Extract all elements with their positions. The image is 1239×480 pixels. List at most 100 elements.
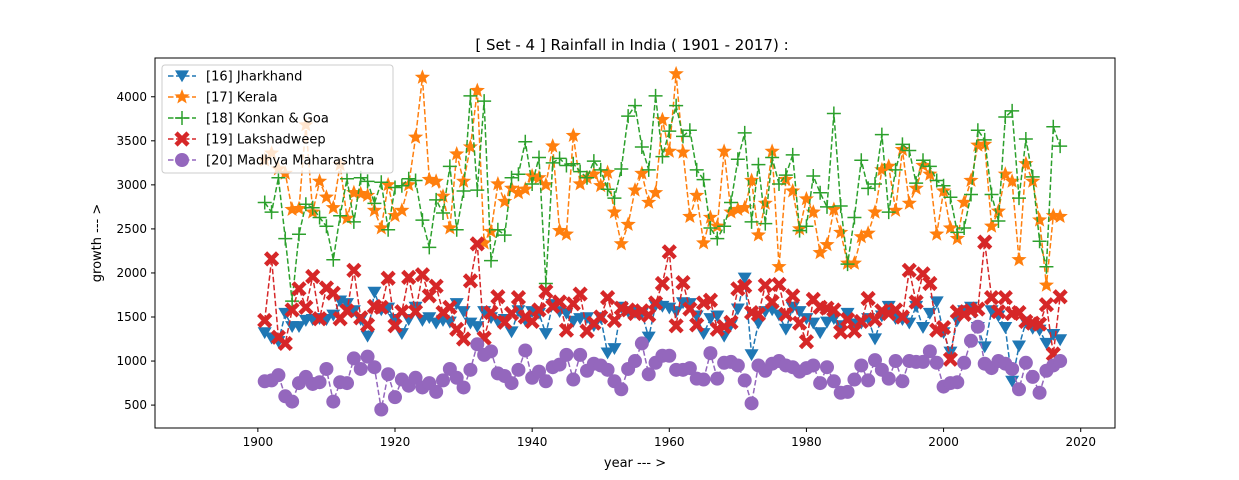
data-point xyxy=(997,290,1013,306)
data-point xyxy=(573,347,588,362)
data-point xyxy=(388,390,402,405)
data-point xyxy=(854,358,869,373)
y-tick-label: 2500 xyxy=(116,222,147,236)
data-point xyxy=(1004,173,1020,188)
data-point xyxy=(676,129,690,144)
data-point xyxy=(696,372,711,387)
x-axis-label: year --- > xyxy=(604,456,666,471)
data-point xyxy=(895,374,910,389)
data-point xyxy=(518,343,533,358)
data-point xyxy=(463,88,478,103)
data-point xyxy=(1053,334,1068,347)
legend-label: [18] Konkan & Goa xyxy=(206,112,329,127)
data-point xyxy=(922,166,938,181)
data-point xyxy=(860,225,876,240)
data-point xyxy=(484,344,498,359)
data-point xyxy=(524,168,540,183)
data-point xyxy=(840,257,855,272)
data-point xyxy=(696,172,711,187)
data-point xyxy=(1053,354,1068,369)
series-5 xyxy=(257,319,1068,417)
data-point xyxy=(484,253,498,268)
data-point xyxy=(394,178,409,193)
data-point xyxy=(785,183,801,198)
data-point xyxy=(709,218,725,233)
data-point xyxy=(868,353,882,368)
data-point xyxy=(977,132,992,147)
data-point xyxy=(901,262,917,278)
data-point xyxy=(456,380,471,395)
legend-marker xyxy=(175,111,189,125)
data-point xyxy=(737,373,752,388)
data-point xyxy=(950,375,965,390)
data-point xyxy=(374,402,389,417)
data-point xyxy=(593,177,609,193)
data-point xyxy=(1046,329,1061,341)
data-point xyxy=(367,196,382,211)
data-point xyxy=(462,273,479,289)
data-point xyxy=(429,384,444,399)
data-point xyxy=(367,360,382,375)
data-point xyxy=(538,276,553,291)
data-point xyxy=(963,172,979,187)
y-tick-label: 500 xyxy=(124,398,147,412)
data-point xyxy=(298,299,314,315)
data-point xyxy=(813,185,828,200)
data-point xyxy=(847,372,862,387)
data-point xyxy=(867,204,883,219)
data-point xyxy=(470,337,485,352)
data-point xyxy=(860,290,876,307)
data-point xyxy=(566,156,581,171)
data-point xyxy=(647,295,664,311)
data-point xyxy=(388,180,402,195)
data-point xyxy=(661,244,677,260)
legend-label: [16] Jharkhand xyxy=(206,70,302,85)
data-point xyxy=(456,184,471,199)
data-point xyxy=(826,302,842,318)
data-point xyxy=(648,184,664,200)
data-point xyxy=(559,158,574,173)
data-point xyxy=(380,270,396,286)
data-point xyxy=(394,304,410,320)
data-point xyxy=(504,180,520,195)
data-point xyxy=(538,176,554,192)
legend-marker xyxy=(174,131,190,147)
data-point xyxy=(627,182,643,197)
data-point xyxy=(868,176,882,191)
data-point xyxy=(881,158,897,173)
data-point xyxy=(504,170,519,185)
data-point xyxy=(477,94,492,109)
data-point xyxy=(263,251,280,267)
data-point xyxy=(943,190,958,205)
data-point xyxy=(894,309,911,325)
data-point xyxy=(606,204,622,219)
data-point xyxy=(675,275,691,291)
data-point xyxy=(744,214,759,229)
legend-item: [20] Madhya Maharashtra xyxy=(168,153,374,169)
data-point xyxy=(730,358,745,373)
data-point xyxy=(504,326,519,339)
data-point xyxy=(662,124,677,139)
data-point xyxy=(278,231,293,246)
data-point xyxy=(476,235,492,250)
data-point xyxy=(524,313,540,329)
data-point xyxy=(806,317,821,330)
data-point xyxy=(730,201,746,216)
data-point xyxy=(599,290,616,306)
data-point xyxy=(525,176,540,191)
data-point xyxy=(552,151,567,166)
data-point xyxy=(888,354,903,369)
data-point xyxy=(990,203,1006,218)
data-point xyxy=(367,286,382,299)
legend-item: [19] Lakshadweep xyxy=(168,131,326,148)
data-point xyxy=(346,262,362,278)
data-point xyxy=(909,176,924,191)
data-point xyxy=(696,235,712,250)
data-point xyxy=(689,187,705,202)
data-point xyxy=(614,162,629,176)
legend-label: [19] Lakshadweep xyxy=(206,133,326,148)
data-point xyxy=(545,138,561,153)
series-4 xyxy=(257,234,1068,367)
data-point xyxy=(311,311,328,327)
data-point xyxy=(888,162,903,177)
